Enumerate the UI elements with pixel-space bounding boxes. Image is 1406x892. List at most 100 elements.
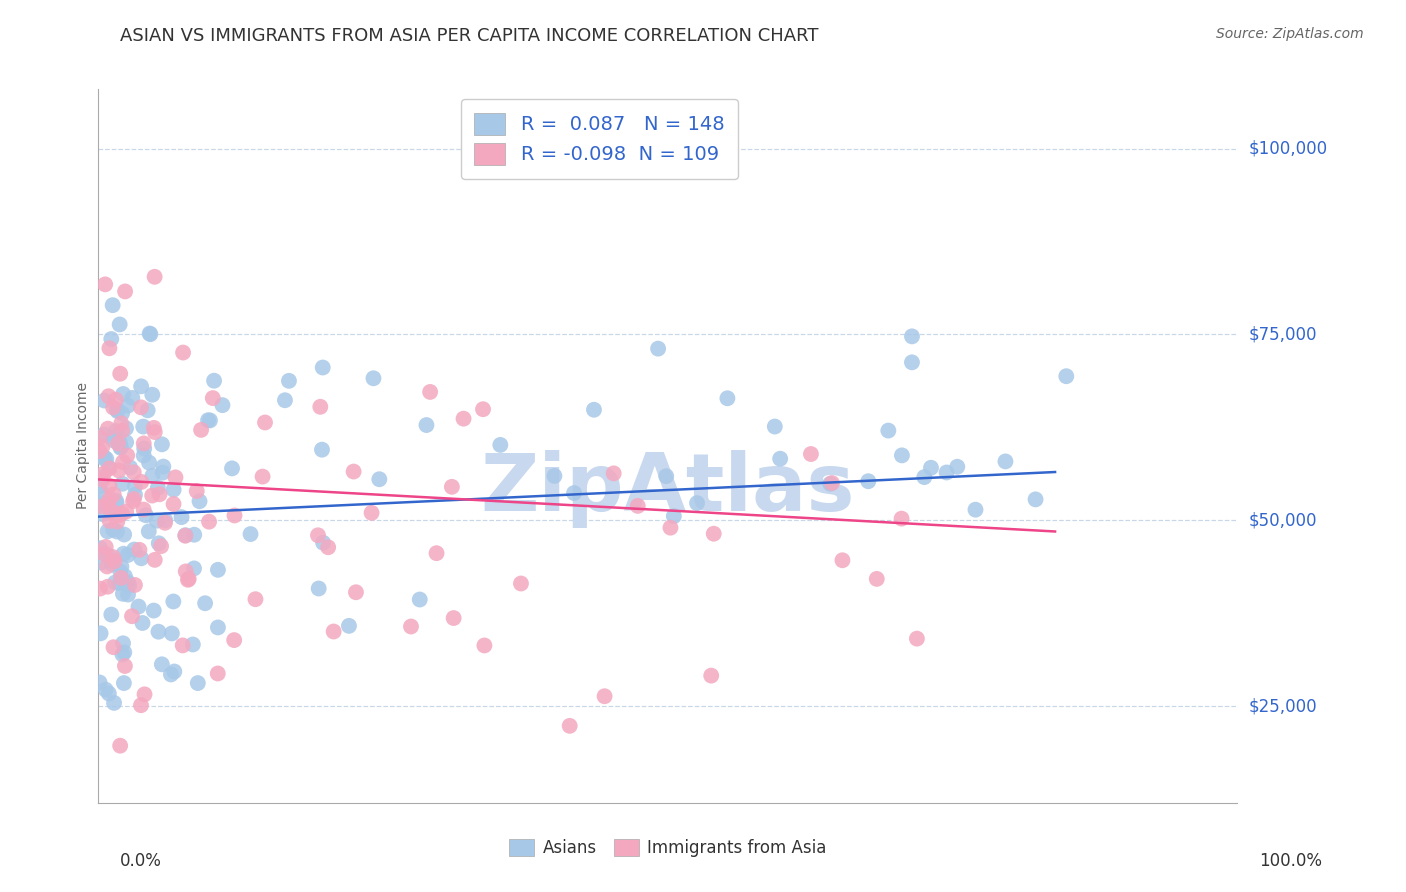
Immigrants from Asia	[224, 633, 246, 648]
Immigrants from Asia	[201, 391, 224, 405]
Asians	[131, 615, 153, 630]
Immigrants from Asia	[172, 639, 194, 653]
Immigrants from Asia	[602, 467, 624, 481]
Asians	[103, 430, 125, 444]
Immigrants from Asia	[98, 514, 121, 528]
Asians	[129, 379, 152, 393]
Asians	[136, 403, 159, 417]
Immigrants from Asia	[93, 467, 115, 481]
Asians	[124, 488, 146, 502]
Asians	[108, 435, 131, 450]
Immigrants from Asia	[115, 504, 138, 518]
Immigrants from Asia	[111, 424, 134, 438]
Immigrants from Asia	[91, 440, 114, 454]
Asians	[239, 527, 262, 541]
Asians	[183, 561, 205, 575]
Immigrants from Asia	[453, 411, 475, 425]
Asians	[162, 483, 184, 497]
Text: 0.0%: 0.0%	[120, 852, 162, 870]
Asians	[160, 667, 183, 681]
Immigrants from Asia	[143, 425, 166, 439]
Immigrants from Asia	[129, 698, 152, 713]
Asians	[582, 402, 605, 417]
Immigrants from Asia	[103, 487, 125, 501]
Asians	[662, 509, 685, 524]
Asians	[187, 676, 209, 690]
Asians	[1025, 492, 1047, 507]
Immigrants from Asia	[132, 436, 155, 450]
Asians	[198, 413, 221, 427]
Asians	[89, 675, 111, 690]
Asians	[104, 575, 127, 590]
Asians	[337, 619, 360, 633]
Asians	[115, 421, 138, 435]
Immigrants from Asia	[309, 400, 332, 414]
Asians	[129, 551, 152, 566]
Asians	[207, 620, 229, 634]
Asians	[111, 648, 134, 662]
Immigrants from Asia	[142, 421, 165, 435]
Immigrants from Asia	[866, 572, 889, 586]
Asians	[101, 434, 124, 448]
Asians	[148, 536, 170, 550]
Asians	[901, 329, 924, 343]
Immigrants from Asia	[122, 494, 145, 508]
Immigrants from Asia	[132, 502, 155, 516]
Immigrants from Asia	[94, 277, 117, 292]
Asians	[769, 451, 792, 466]
Immigrants from Asia	[96, 559, 118, 574]
Immigrants from Asia	[122, 491, 145, 506]
Asians	[100, 332, 122, 346]
Asians	[105, 493, 128, 508]
Asians	[134, 442, 156, 456]
Immigrants from Asia	[174, 565, 197, 579]
Immigrants from Asia	[510, 576, 533, 591]
Asians	[110, 441, 132, 455]
Immigrants from Asia	[108, 739, 131, 753]
Asians	[890, 449, 912, 463]
Immigrants from Asia	[224, 508, 246, 523]
Immigrants from Asia	[103, 640, 125, 655]
Immigrants from Asia	[128, 542, 150, 557]
Asians	[562, 486, 585, 500]
Immigrants from Asia	[162, 497, 184, 511]
Asians	[174, 528, 197, 542]
Asians	[858, 474, 880, 488]
Text: $75,000: $75,000	[1249, 326, 1317, 343]
Asians	[96, 524, 118, 539]
Immigrants from Asia	[245, 592, 267, 607]
Asians	[138, 524, 160, 539]
Text: $50,000: $50,000	[1249, 511, 1317, 529]
Asians	[90, 556, 112, 570]
Asians	[101, 523, 124, 537]
Asians	[160, 626, 183, 640]
Asians	[207, 563, 229, 577]
Text: $25,000: $25,000	[1249, 698, 1317, 715]
Asians	[202, 374, 225, 388]
Text: Source: ZipAtlas.com: Source: ZipAtlas.com	[1216, 27, 1364, 41]
Asians	[105, 496, 128, 510]
Immigrants from Asia	[593, 690, 616, 704]
Immigrants from Asia	[425, 546, 447, 560]
Asians	[818, 476, 841, 491]
Immigrants from Asia	[91, 473, 114, 487]
Asians	[90, 485, 112, 500]
Asians	[901, 355, 924, 369]
Asians	[97, 548, 120, 562]
Asians	[170, 510, 193, 524]
Immigrants from Asia	[103, 550, 125, 565]
Asians	[105, 402, 128, 417]
Immigrants from Asia	[474, 639, 496, 653]
Immigrants from Asia	[110, 367, 132, 381]
Immigrants from Asia	[111, 507, 134, 521]
Immigrants from Asia	[440, 480, 463, 494]
Immigrants from Asia	[98, 461, 121, 475]
Asians	[308, 582, 330, 596]
Asians	[117, 588, 139, 602]
Immigrants from Asia	[831, 553, 853, 567]
Asians	[117, 399, 139, 413]
Immigrants from Asia	[101, 505, 124, 519]
Immigrants from Asia	[186, 484, 208, 499]
Immigrants from Asia	[419, 384, 441, 399]
Immigrants from Asia	[207, 666, 229, 681]
